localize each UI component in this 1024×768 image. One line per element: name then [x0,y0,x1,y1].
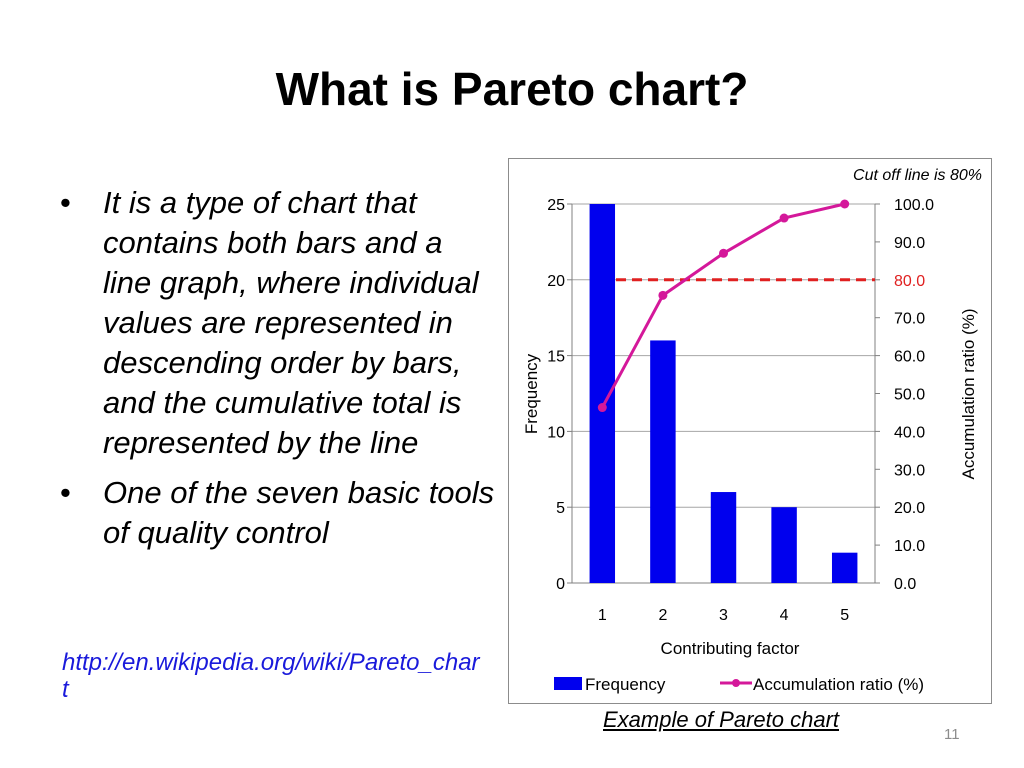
bullet-item: • It is a type of chart that contains bo… [56,183,496,463]
accumulation-point [597,403,607,413]
y2-tick-label: 60.0 [894,349,925,366]
x-tick-label: 4 [780,607,789,624]
bullet-item: • One of the seven basic tools of qualit… [56,473,496,553]
y-tick-label: 20 [547,273,565,290]
legend-swatch-frequency [554,677,582,690]
accumulation-point [719,248,728,258]
accumulation-point [658,290,668,300]
bullet-marker: • [60,475,71,510]
legend-label-accumulation: Accumulation ratio (%) [753,675,924,694]
y2-tick-label: 10.0 [894,538,925,555]
y2-tick-label: 30.0 [894,462,925,479]
x-tick-label: 1 [598,607,607,624]
y-tick-label: 0 [556,576,565,593]
accumulation-point [840,199,850,209]
y-tick-label: 5 [556,500,565,517]
x-tick-label: 3 [719,607,728,624]
y2-tick-label: 20.0 [894,500,925,517]
accumulation-line [600,202,846,409]
y2-tick-label: 100.0 [894,197,934,214]
y2-axis-title: Accumulation ratio (%) [959,308,978,479]
y-tick-label: 15 [547,349,565,366]
pareto-chart: 05101520250.010.020.030.040.050.060.070.… [522,167,982,694]
y-tick-label: 25 [547,197,565,214]
legend-label-frequency: Frequency [585,675,666,694]
x-axis-title: Contributing factor [661,639,800,658]
bullet-text: One of the seven basic tools of quality … [103,475,495,550]
y-tick-label: 10 [547,424,565,441]
y2-tick-label: 40.0 [894,424,925,441]
y2-tick-label: 80.0 [894,273,925,290]
slide-title: What is Pareto chart? [275,63,749,115]
bullet-text: It is a type of chart that contains both… [103,185,479,460]
bullet-marker: • [60,185,71,220]
wikipedia-link[interactable]: http://en.wikipedia.org/wiki/Pareto_char… [62,649,480,703]
y2-tick-label: 50.0 [894,387,925,404]
y2-tick-label: 90.0 [894,235,925,252]
cutoff-annotation: Cut off line is 80% [853,167,982,184]
y-axis-title: Frequency [522,353,541,434]
chart-frame [508,158,992,704]
y2-tick-label: 70.0 [894,311,925,328]
accumulation-point [779,213,789,223]
bullet-list: • It is a type of chart that contains bo… [56,183,496,563]
bar [831,552,858,583]
bar [650,340,676,583]
bar [771,507,797,583]
chart-caption: Example of Pareto chart [603,707,840,732]
bar [710,492,737,583]
page-number: 11 [944,726,960,743]
x-tick-label: 5 [840,607,849,624]
y2-tick-label: 0.0 [894,576,916,593]
legend-marker-accumulation [732,679,740,687]
x-tick-label: 2 [658,607,667,624]
